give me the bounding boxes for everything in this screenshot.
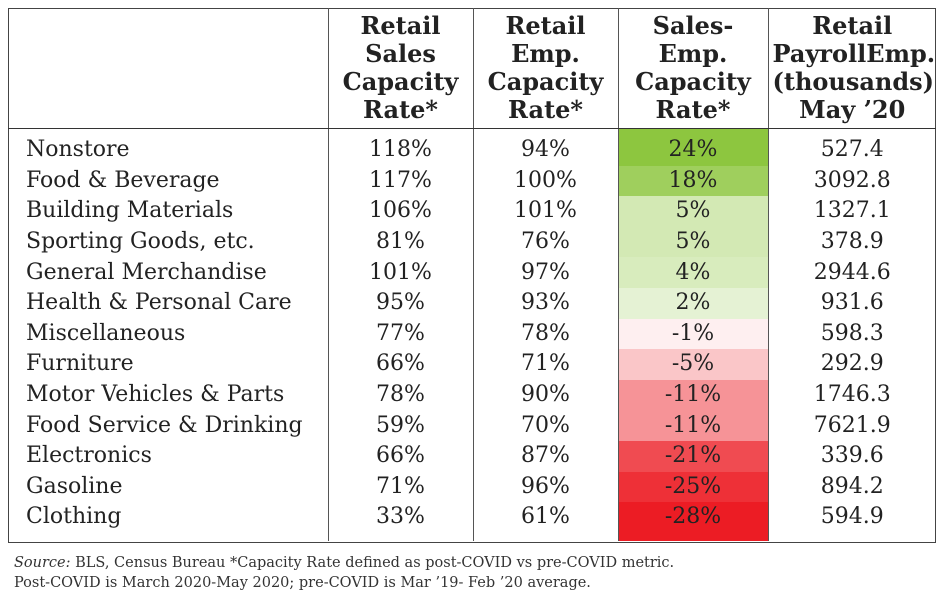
row-sales-rate: 117% <box>328 165 474 197</box>
row-category: Clothing <box>8 502 329 541</box>
row-emp-rate: 93% <box>473 287 619 319</box>
row-sales-rate: 33% <box>328 502 474 541</box>
row-category: Food Service & Drinking <box>8 410 329 441</box>
row-sales-emp-rate: -21% <box>618 440 769 472</box>
row-category: Food & Beverage <box>8 165 329 197</box>
table-row: Building Materials 106% 101% 5% 1327.1 <box>8 196 936 227</box>
row-sales-rate: 71% <box>328 471 474 503</box>
row-payroll-emp: 292.9 <box>820 351 884 377</box>
row-sales-rate: 66% <box>328 349 474 380</box>
row-sales-emp-rate: 5% <box>618 226 769 258</box>
header-sales-rate: Retail Sales Capacity Rate* <box>328 8 474 129</box>
row-category: Building Materials <box>8 196 329 227</box>
row-sales-rate: 106% <box>328 196 474 227</box>
row-sales-emp-rate: 5% <box>618 196 769 227</box>
row-sales-emp-rate: 4% <box>618 257 769 288</box>
row-emp-rate: 100% <box>473 165 619 197</box>
row-payroll-emp: 527.4 <box>820 137 884 163</box>
row-payroll-emp: 931.6 <box>820 290 884 316</box>
header-payroll-emp: Retail PayrollEmp. (thousands) May ’20 <box>768 8 936 129</box>
header-sales-emp-rate: Sales- Emp. Capacity Rate* <box>618 8 769 129</box>
table-row: General Merchandise 101% 97% 4% 2944.6 <box>8 257 936 288</box>
row-category: Gasoline <box>8 471 329 503</box>
row-sales-emp-rate: 2% <box>618 287 769 319</box>
retail-capacity-table: Retail Sales Capacity Rate* Retail Emp. … <box>8 8 936 541</box>
table-row: Food & Beverage 117% 100% 18% 3092.8 <box>8 165 936 197</box>
row-category: Motor Vehicles & Parts <box>8 379 329 411</box>
row-sales-rate: 59% <box>328 410 474 441</box>
table-row: Furniture 66% 71% -5% 292.9 <box>8 349 936 380</box>
row-sales-rate: 66% <box>328 440 474 472</box>
row-category: Electronics <box>8 440 329 472</box>
row-emp-rate: 97% <box>473 257 619 288</box>
table-row: Food Service & Drinking 59% 70% -11% 7621.9 <box>8 410 936 441</box>
row-category: General Merchandise <box>8 257 329 288</box>
row-payroll-emp: 378.9 <box>820 229 884 255</box>
row-emp-rate: 90% <box>473 379 619 411</box>
row-payroll-emp: 339.6 <box>820 443 884 469</box>
row-emp-rate: 101% <box>473 196 619 227</box>
row-category: Furniture <box>8 349 329 380</box>
header-category <box>8 8 329 129</box>
row-payroll-emp: 3092.8 <box>813 167 891 193</box>
table-row: Nonstore 118% 94% 24% 527.4 <box>8 128 936 166</box>
row-emp-rate: 94% <box>473 128 619 166</box>
row-sales-emp-rate: -11% <box>618 410 769 441</box>
row-emp-rate: 76% <box>473 226 619 258</box>
row-emp-rate: 78% <box>473 318 619 350</box>
row-sales-emp-rate: -11% <box>618 379 769 411</box>
row-sales-emp-rate: 18% <box>618 165 769 197</box>
row-payroll-emp: 7621.9 <box>813 412 891 438</box>
table-row: Gasoline 71% 96% -25% 894.2 <box>8 471 936 503</box>
source-note: Source: BLS, Census Bureau *Capacity Rat… <box>14 553 674 593</box>
row-sales-emp-rate: -25% <box>618 471 769 503</box>
row-sales-rate: 101% <box>328 257 474 288</box>
row-category: Health & Personal Care <box>8 287 329 319</box>
row-payroll-emp: 598.3 <box>820 320 884 346</box>
row-sales-rate: 77% <box>328 318 474 350</box>
row-sales-rate: 78% <box>328 379 474 411</box>
source-line-1: Source: BLS, Census Bureau *Capacity Rat… <box>14 553 674 573</box>
table-row: Clothing 33% 61% -28% 594.9 <box>8 502 936 541</box>
row-payroll-emp: 1746.3 <box>813 382 891 408</box>
row-payroll-emp: 594.9 <box>820 504 884 530</box>
row-category: Miscellaneous <box>8 318 329 350</box>
source-line-2: Post-COVID is March 2020-May 2020; pre-C… <box>14 575 591 591</box>
source-text: BLS, Census Bureau *Capacity Rate define… <box>70 555 675 571</box>
table-row: Health & Personal Care 95% 93% 2% 931.6 <box>8 287 936 319</box>
table-body: Nonstore 118% 94% 24% 527.4 Food & Beverage 11… <box>8 128 936 541</box>
table-row: Sporting Goods, etc. 81% 76% 5% 378.9 <box>8 226 936 258</box>
row-category: Nonstore <box>8 128 329 166</box>
row-sales-rate: 95% <box>328 287 474 319</box>
row-sales-emp-rate: -1% <box>618 318 769 350</box>
row-sales-emp-rate: -28% <box>618 502 769 541</box>
row-sales-rate: 118% <box>328 128 474 166</box>
table-row: Electronics 66% 87% -21% 339.6 <box>8 440 936 472</box>
table-row: Motor Vehicles & Parts 78% 90% -11% 1746.3 <box>8 379 936 411</box>
row-payroll-emp: 1327.1 <box>813 198 891 224</box>
row-emp-rate: 87% <box>473 440 619 472</box>
header-row: Retail Sales Capacity Rate* Retail Emp. … <box>8 8 936 129</box>
row-category: Sporting Goods, etc. <box>8 226 329 258</box>
row-sales-emp-rate: -5% <box>618 349 769 380</box>
source-label: Source: <box>14 555 71 571</box>
row-emp-rate: 70% <box>473 410 619 441</box>
row-emp-rate: 71% <box>473 349 619 380</box>
row-sales-emp-rate: 24% <box>618 128 769 166</box>
row-emp-rate: 96% <box>473 471 619 503</box>
header-emp-rate: Retail Emp. Capacity Rate* <box>473 8 619 129</box>
row-payroll-emp: 894.2 <box>820 473 884 499</box>
row-emp-rate: 61% <box>473 502 619 541</box>
row-sales-rate: 81% <box>328 226 474 258</box>
row-payroll-emp: 2944.6 <box>813 259 891 285</box>
table-row: Miscellaneous 77% 78% -1% 598.3 <box>8 318 936 350</box>
